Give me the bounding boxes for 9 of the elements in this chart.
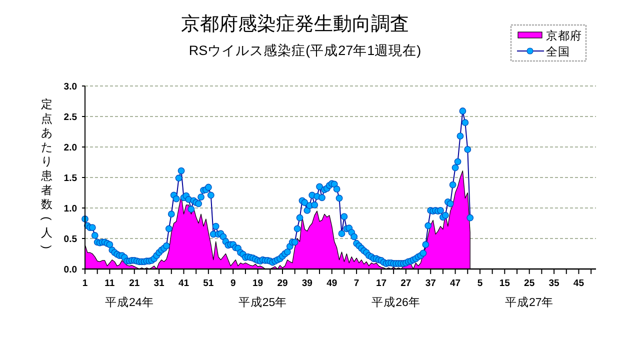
legend-label: 全国 [546, 46, 570, 58]
subtitle: RSウイルス感染症(平成27年1週現在) [188, 43, 422, 58]
ylabel: 定点あたり患者数(人) [40, 99, 53, 249]
legend-label: 京都府 [546, 28, 582, 42]
annotation: 平成25年 [238, 297, 288, 309]
annotation: 平成26年 [372, 297, 420, 309]
annotation: 平成24年 [105, 297, 154, 309]
annotation: 平成27年 [504, 297, 554, 309]
title: 京都府感染症発生動向調査 [181, 14, 409, 35]
